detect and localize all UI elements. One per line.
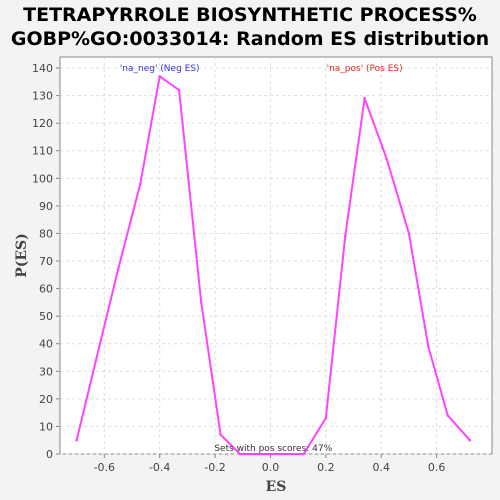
axis-ticks: -0.6 -0.4 -0.2 0.0 0.2 0.4 0.6 0 10 20 30 40 50 60 70 8… <box>32 62 445 474</box>
plot-area <box>59 56 493 455</box>
data-point <box>238 452 242 456</box>
data-point <box>139 182 142 186</box>
y-tick-label: 60 <box>39 283 53 296</box>
data-point <box>280 452 283 456</box>
data-point <box>427 345 430 348</box>
y-tick-label: 10 <box>39 420 53 433</box>
data-point <box>363 97 366 100</box>
y-tick-label: 90 <box>39 200 53 213</box>
chart-title: TETRAPYRROLE BIOSYNTHETIC PROCESS% <box>23 4 477 26</box>
y-tick-label: 110 <box>32 145 53 158</box>
y-tick-label: 0 <box>46 448 53 461</box>
data-point <box>219 433 222 437</box>
data-point <box>158 74 161 78</box>
series-line <box>75 75 471 455</box>
y-tick-label: 40 <box>39 338 53 351</box>
x-axis-label: ES <box>266 479 287 495</box>
y-tick-label: 80 <box>39 227 53 240</box>
data-point <box>324 416 328 420</box>
chart-subtitle: GOBP%GO:0033014: Random ES distribution <box>11 28 489 50</box>
data-point <box>199 301 203 304</box>
data-point <box>94 358 98 362</box>
y-tick-label: 70 <box>39 255 53 268</box>
y-tick-label: 130 <box>32 90 53 103</box>
y-tick-label: 100 <box>32 172 53 185</box>
y-axis-label: P(ES) <box>14 233 30 278</box>
x-tick-label: 0.4 <box>372 461 390 474</box>
data-point <box>75 438 78 442</box>
data-point <box>407 232 411 235</box>
annotation-label: 'na_pos' (Pos ES) <box>327 64 403 74</box>
y-tick-label: 120 <box>32 117 53 130</box>
x-tick-label: 0.0 <box>262 461 280 474</box>
data-point <box>302 452 305 456</box>
y-tick-label: 140 <box>32 62 53 75</box>
data-point <box>116 267 120 271</box>
data-point <box>446 414 449 417</box>
annotation-label: Sets with pos scores: 47% <box>214 444 332 454</box>
annotation-label: 'na_neg' (Neg ES) <box>120 64 200 74</box>
data-point <box>343 234 347 238</box>
y-tick-label: 30 <box>39 365 53 378</box>
data-point <box>177 88 181 92</box>
data-point <box>468 438 472 442</box>
annotations: 'na_neg' (Neg ES) 'na_pos' (Pos ES) Sets w… <box>120 64 403 454</box>
data-point <box>258 452 261 456</box>
x-tick-label: 0.2 <box>317 461 335 474</box>
x-tick-label: -0.4 <box>149 461 170 474</box>
x-tick-label: -0.2 <box>204 461 225 474</box>
series <box>75 74 472 456</box>
x-tick-label: -0.6 <box>94 461 115 474</box>
grid <box>60 57 492 455</box>
y-tick-label: 50 <box>39 310 53 323</box>
x-tick-label: 0.6 <box>428 461 446 474</box>
data-point <box>385 157 389 161</box>
y-tick-label: 20 <box>39 393 53 406</box>
